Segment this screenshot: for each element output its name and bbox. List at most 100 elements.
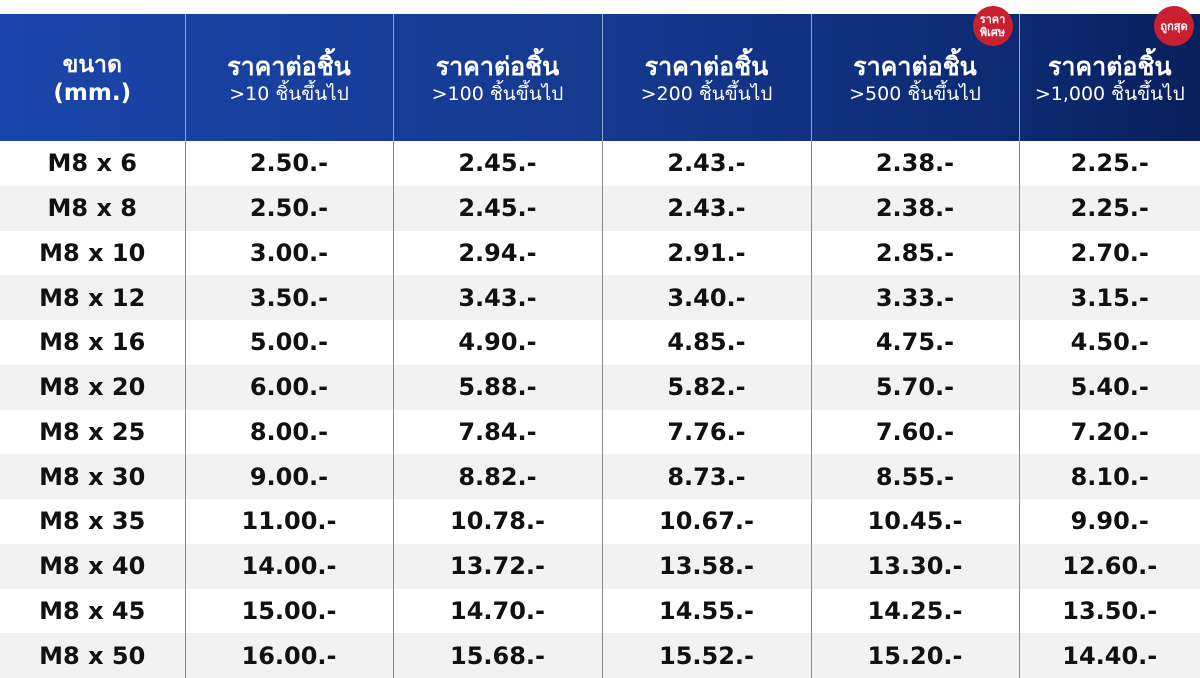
header-row: ขนาด (mm.) ราคาต่อชิ้น >10 ชิ้นขึ้นไป ราคา… (0, 6, 1200, 141)
price-cell: 4.50.- (1018, 320, 1200, 365)
price-cell: 4.75.- (810, 320, 1019, 365)
price-cell: 13.30.- (810, 543, 1019, 589)
price-cell: 8.82.- (392, 454, 602, 499)
price-cell: 3.33.- (810, 275, 1019, 320)
header-size-label: ขนาด (62, 52, 122, 78)
table-row: M8 x 25 8.00.- 7.84.- 7.76.- 7.60.- 7.20.- (0, 409, 1200, 455)
price-cell: 6.00.- (184, 364, 393, 410)
price-cell: 2.50.- (184, 141, 393, 186)
size-cell: M8 x 12 (39, 283, 146, 312)
price-cell: 2.70.- (1018, 230, 1200, 276)
table-row: M8 x 6 2.50.- 2.45.- 2.43.- 2.38.- 2.25.- (0, 141, 1200, 186)
size-cell: M8 x 35 (39, 507, 146, 536)
price-cell: 15.68.- (392, 633, 602, 678)
price-cell: 5.70.- (810, 364, 1019, 410)
price-cell: 3.43.- (392, 275, 602, 320)
price-cell: 5.88.- (392, 364, 602, 410)
price-cell: 5.82.- (601, 364, 811, 410)
table-row: M8 x 50 16.00.- 15.68.- 15.52.- 15.20.- 14.40… (0, 633, 1200, 678)
price-cell: 7.84.- (392, 409, 602, 455)
header-quantity-label: >200 ชิ้นขึ้นไป (640, 83, 773, 105)
size-cell: M8 x 40 (39, 552, 146, 581)
price-cell: 2.38.- (810, 185, 1019, 231)
price-cell: 4.90.- (392, 320, 602, 365)
header-price-label: ราคาต่อชิ้น (853, 52, 977, 81)
price-cell: 14.55.- (601, 588, 811, 634)
header-price-tier: ราคาต่อชิ้น >500 ชิ้นขึ้นไป ราคา พิเศษ (810, 6, 1019, 141)
price-cell: 8.73.- (601, 454, 811, 499)
price-cell: 8.55.- (810, 454, 1019, 499)
price-cell: 2.25.- (1018, 141, 1200, 186)
price-cell: 2.94.- (392, 230, 602, 276)
price-cell: 2.38.- (810, 141, 1019, 186)
header-quantity-label: >100 ชิ้นขึ้นไป (431, 83, 564, 105)
header-price-tier: ราคาต่อชิ้น >10 ชิ้นขึ้นไป (184, 14, 393, 141)
price-cell: 3.50.- (184, 275, 393, 320)
price-cell: 13.72.- (392, 543, 602, 589)
promo-badge: ถูกสุด (1154, 6, 1194, 46)
table-row: M8 x 16 5.00.- 4.90.- 4.85.- 4.75.- 4.50.- (0, 320, 1200, 365)
price-cell: 2.45.- (392, 141, 602, 186)
header-quantity-label: >500 ชิ้นขึ้นไป (849, 83, 981, 105)
table-body: M8 x 6 2.50.- 2.45.- 2.43.- 2.38.- 2.25.- M8 x… (0, 141, 1200, 678)
table-row: M8 x 8 2.50.- 2.45.- 2.43.- 2.38.- 2.25.- (0, 185, 1200, 231)
price-cell: 7.60.- (810, 409, 1019, 455)
price-cell: 8.00.- (184, 409, 393, 455)
price-cell: 10.45.- (810, 499, 1019, 544)
size-cell: M8 x 50 (39, 641, 146, 670)
price-cell: 2.91.- (601, 230, 811, 276)
price-cell: 3.40.- (601, 275, 811, 320)
size-cell: M8 x 6 (47, 149, 137, 178)
header-size: ขนาด (mm.) (0, 14, 185, 141)
header-price-label: ราคาต่อชิ้น (644, 52, 769, 81)
size-cell: M8 x 16 (39, 328, 146, 357)
header-price-tier: ราคาต่อชิ้น >1,000 ชิ้นขึ้นไป ถูกสุด (1018, 6, 1200, 141)
size-cell: M8 x 25 (39, 417, 146, 446)
price-cell: 12.60.- (1018, 543, 1200, 589)
price-cell: 14.40.- (1018, 633, 1200, 678)
price-cell: 4.85.- (601, 320, 811, 365)
price-cell: 11.00.- (184, 499, 393, 544)
price-cell: 9.90.- (1018, 499, 1200, 544)
price-cell: 2.43.- (601, 185, 811, 231)
price-cell: 14.00.- (184, 543, 393, 589)
header-quantity-label: >1,000 ชิ้นขึ้นไป (1034, 83, 1185, 105)
size-cell: M8 x 45 (39, 596, 146, 625)
table-row: M8 x 30 9.00.- 8.82.- 8.73.- 8.55.- 8.10.- (0, 454, 1200, 499)
table-row: M8 x 10 3.00.- 2.94.- 2.91.- 2.85.- 2.70.- (0, 230, 1200, 276)
price-cell: 13.50.- (1018, 588, 1200, 634)
price-cell: 14.70.- (392, 588, 602, 634)
price-cell: 2.45.- (392, 185, 602, 231)
header-size-unit: (mm.) (53, 80, 132, 106)
price-cell: 3.15.- (1018, 275, 1200, 320)
header-quantity-label: >10 ชิ้นขึ้นไป (229, 83, 349, 105)
price-cell: 7.20.- (1018, 409, 1200, 455)
header-price-label: ราคาต่อชิ้น (227, 52, 351, 81)
price-cell: 15.52.- (601, 633, 811, 678)
price-cell: 9.00.- (184, 454, 393, 499)
price-cell: 13.58.- (601, 543, 811, 589)
price-cell: 5.40.- (1018, 364, 1200, 410)
price-cell: 8.10.- (1018, 454, 1200, 499)
price-cell: 2.85.- (810, 230, 1019, 276)
promo-badge: ราคา พิเศษ (972, 6, 1013, 46)
size-cell: M8 x 30 (39, 462, 146, 491)
price-cell: 14.25.- (810, 588, 1019, 634)
price-cell: 2.50.- (184, 185, 393, 231)
size-cell: M8 x 20 (39, 373, 146, 402)
table-row: M8 x 12 3.50.- 3.43.- 3.40.- 3.33.- 3.15.- (0, 275, 1200, 320)
price-cell: 15.00.- (184, 588, 393, 634)
price-cell: 5.00.- (184, 320, 393, 365)
price-cell: 15.20.- (810, 633, 1019, 678)
price-cell: 3.00.- (184, 230, 393, 276)
size-cell: M8 x 10 (39, 238, 146, 267)
price-cell: 2.25.- (1018, 185, 1200, 231)
price-cell: 2.43.- (601, 141, 811, 186)
price-cell: 16.00.- (184, 633, 393, 678)
price-cell: 7.76.- (601, 409, 811, 455)
price-cell: 10.78.- (392, 499, 602, 544)
table-row: M8 x 45 15.00.- 14.70.- 14.55.- 14.25.- 13.50… (0, 588, 1200, 634)
header-price-tier: ราคาต่อชิ้น >100 ชิ้นขึ้นไป (392, 14, 602, 141)
header-price-tier: ราคาต่อชิ้น >200 ชิ้นขึ้นไป (601, 14, 811, 141)
size-cell: M8 x 8 (47, 194, 137, 223)
